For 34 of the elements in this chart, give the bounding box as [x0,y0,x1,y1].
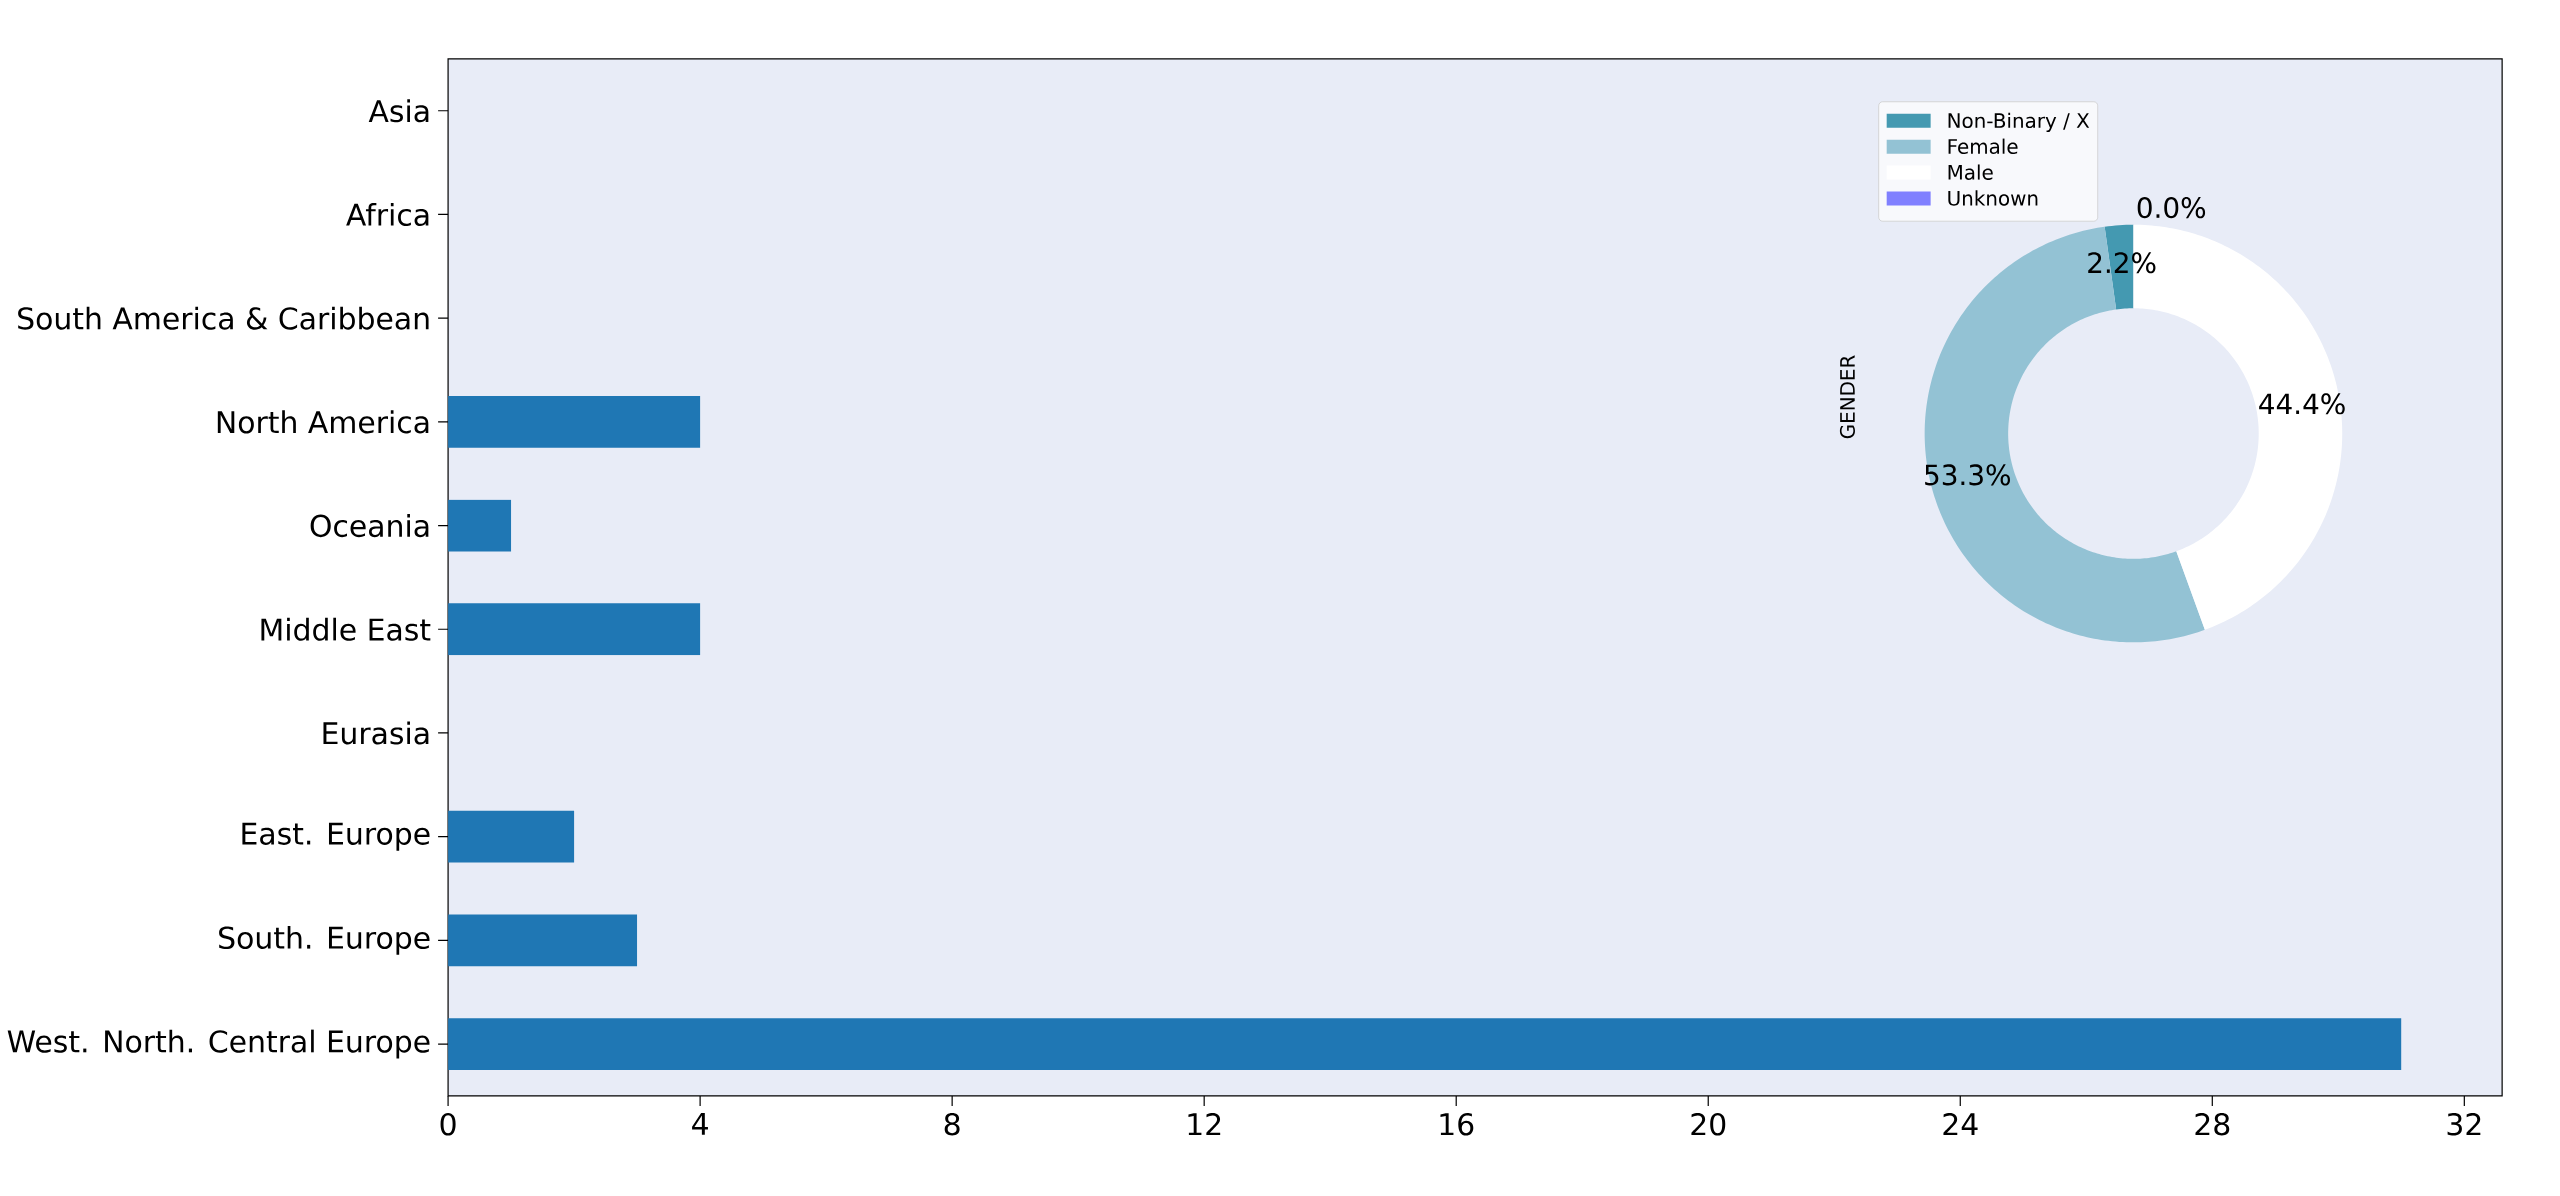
x-tick-label: 8 [944,1113,960,1136]
x-tick-label: 12 [1188,1113,1221,1136]
y-tick-label: South. Europe [219,926,430,955]
y-tick-label: Eurasia [323,721,429,745]
x-tick-label: 28 [2195,1113,2230,1136]
legend-label: Male [1948,164,1993,180]
x-tick-label: 20 [1691,1113,1726,1136]
y-tick-label: Asia [368,99,429,123]
bar [448,914,638,967]
text: GENDER [1839,355,1855,439]
bar [448,810,575,863]
x-tick-label: 4 [692,1113,708,1135]
bar [448,603,701,656]
legend-label: Female [1948,138,2018,155]
data-label: 53.3% [1925,464,2010,486]
bar [448,499,512,552]
y-tick-label: Middle East [261,617,431,641]
bar [448,1018,2402,1071]
legend-label: Unknown [1948,190,2038,206]
x-tick-label: 16 [1440,1113,1474,1136]
y-tick-label: North America [217,410,429,434]
text: 0.0% [2137,197,2206,219]
y-tick-label: East. Europe [242,822,430,851]
x-tick-label: 0 [440,1113,456,1136]
y-tick-label: South America & Caribbean [18,306,429,330]
x-tick-label: 24 [1943,1113,1978,1136]
bar [448,396,701,448]
x-tick-label: 32 [2447,1113,2481,1136]
y-tick-label: Oceania [310,514,429,538]
data-label: 44.4% [2259,393,2345,415]
legend-label: Non-Binary / X [1948,112,2090,133]
data-label: 2.2% [2088,252,2156,274]
y-tick-label: West. North. Central Europe [7,1029,430,1059]
y-tick-label: Africa [346,203,429,227]
